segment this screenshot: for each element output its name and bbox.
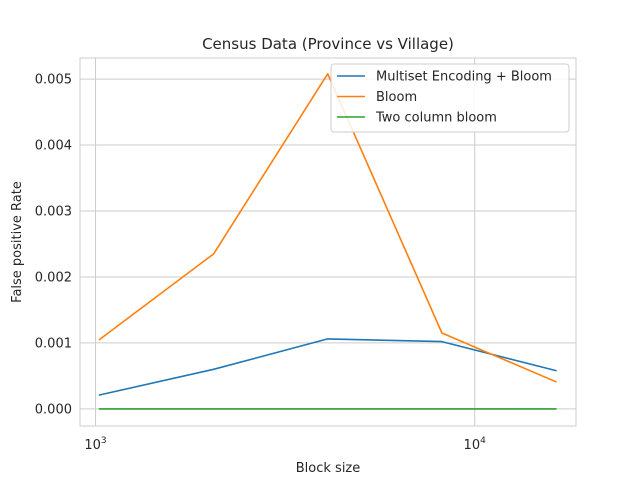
x-tick-exponent: 4: [480, 436, 486, 446]
plot-frame: [79, 57, 577, 427]
y-tick-label: 0.002: [35, 270, 72, 285]
legend-label: Two column bloom: [375, 111, 497, 126]
y-tick-label: 0.001: [35, 336, 72, 351]
legend-entries: Multiset Encoding + Bloom Bloom Two column…: [337, 70, 552, 126]
x-tick-label: 104: [464, 436, 487, 453]
y-tick-label: 0.003: [35, 205, 72, 220]
y-axis-label: False positive Rate: [10, 181, 25, 303]
x-tick-label: 103: [84, 436, 106, 453]
x-tick-labels: 103 104: [84, 436, 486, 453]
legend-box: [330, 63, 570, 133]
chart-title: Census Data (Province vs Village): [202, 35, 454, 53]
x-tick-base: 10: [464, 438, 481, 453]
series-layer: [98, 73, 557, 410]
y-tick-label: 0.005: [35, 73, 72, 88]
x-tick-exponent: 3: [101, 436, 107, 446]
legend-label: Multiset Encoding + Bloom: [376, 70, 552, 85]
series-line-1: [98, 73, 557, 383]
x-tick-base: 10: [84, 438, 101, 453]
series-line-0: [98, 338, 557, 396]
legend: Multiset Encoding + Bloom Bloom Two column…: [330, 63, 570, 133]
x-axis-label: Block size: [296, 461, 361, 476]
legend-label: Bloom: [376, 90, 417, 105]
y-tick-labels: 0.000 0.001 0.002 0.003 0.004 0.005: [35, 73, 72, 418]
y-tick-label: 0.004: [35, 139, 72, 154]
grid-layer: [80, 58, 576, 426]
y-tick-label: 0.000: [35, 402, 72, 417]
